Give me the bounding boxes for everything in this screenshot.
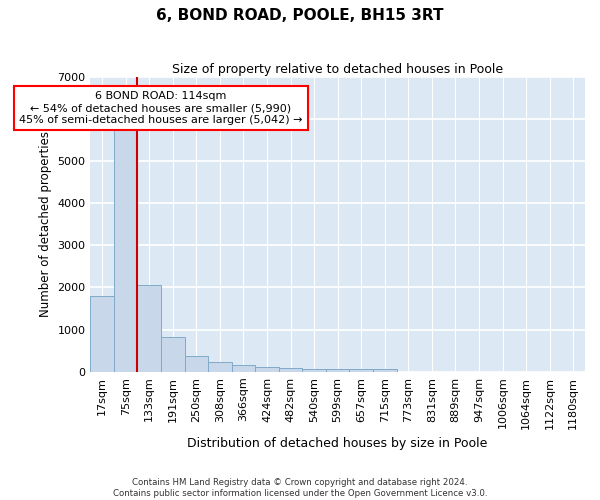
Bar	[349, 370, 373, 372]
Bar	[279, 368, 302, 372]
Bar	[161, 337, 185, 372]
Bar	[302, 369, 326, 372]
Text: Contains HM Land Registry data © Crown copyright and database right 2024.
Contai: Contains HM Land Registry data © Crown c…	[113, 478, 487, 498]
Bar	[232, 366, 255, 372]
Bar	[137, 286, 161, 372]
Bar	[326, 370, 349, 372]
Bar	[185, 356, 208, 372]
Text: 6 BOND ROAD: 114sqm
← 54% of detached houses are smaller (5,990)
45% of semi-det: 6 BOND ROAD: 114sqm ← 54% of detached ho…	[19, 92, 303, 124]
Bar	[114, 130, 137, 372]
Y-axis label: Number of detached properties: Number of detached properties	[39, 131, 52, 317]
Bar	[255, 367, 279, 372]
Bar	[208, 362, 232, 372]
Bar	[373, 370, 397, 372]
Text: 6, BOND ROAD, POOLE, BH15 3RT: 6, BOND ROAD, POOLE, BH15 3RT	[156, 8, 444, 22]
Title: Size of property relative to detached houses in Poole: Size of property relative to detached ho…	[172, 62, 503, 76]
Bar	[91, 296, 114, 372]
X-axis label: Distribution of detached houses by size in Poole: Distribution of detached houses by size …	[187, 437, 488, 450]
